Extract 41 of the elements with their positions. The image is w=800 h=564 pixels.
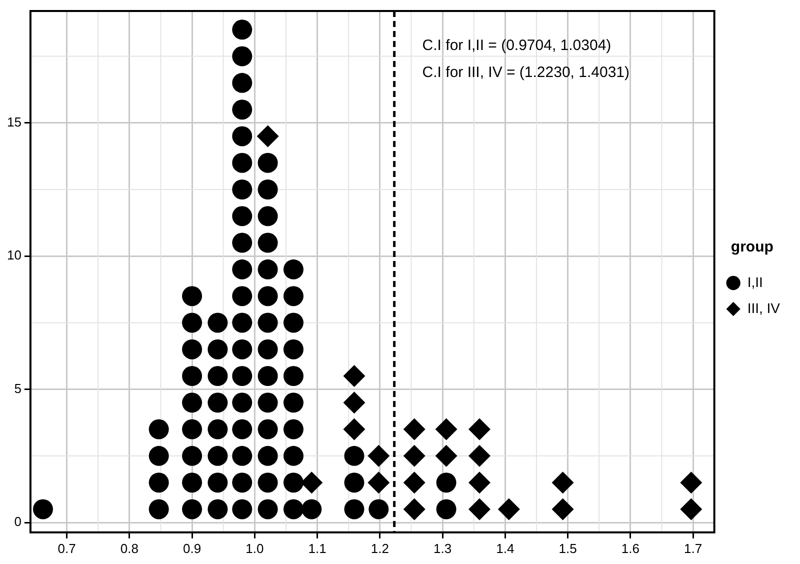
legend-label: III, IV (747, 300, 781, 316)
annotation: C.I for I,II = (0.9704, 1.0304) (422, 37, 612, 54)
x-tick-label: 1.7 (684, 540, 702, 556)
point (256, 125, 279, 148)
point (680, 472, 702, 494)
point (343, 418, 366, 440)
x-tick-label: 1.1 (308, 540, 326, 556)
point (468, 498, 490, 520)
point (468, 418, 490, 440)
annotation: C.I for III, IV = (1.2230, 1.4031) (422, 64, 630, 82)
point (403, 444, 426, 467)
y-tick-label: 5 (14, 380, 22, 396)
point (403, 418, 426, 440)
x-tick-label: 1.3 (433, 540, 452, 556)
x-tick-label: 1.4 (496, 540, 514, 556)
x-tick-label: 0.9 (182, 540, 202, 556)
point (435, 444, 458, 467)
x-tick-label: 0.7 (58, 540, 76, 556)
point (368, 444, 390, 467)
x-tick-label: 1.0 (246, 540, 264, 556)
legend-label: I,II (747, 274, 763, 290)
point (680, 498, 702, 520)
point (343, 392, 366, 414)
x-tick-label: 1.6 (621, 540, 640, 556)
point (552, 498, 574, 520)
point (468, 472, 490, 494)
y-tick-label: 15 (6, 114, 22, 130)
y-tick-label: 10 (6, 248, 22, 263)
point (368, 472, 390, 494)
y-tick-label: 0 (14, 514, 22, 530)
point (552, 472, 574, 494)
point (498, 498, 520, 520)
point (435, 418, 458, 440)
legend-title: group (730, 238, 774, 256)
point (403, 498, 426, 520)
x-tick-label: 1.5 (558, 540, 577, 556)
x-tick-label: 0.8 (120, 540, 138, 556)
point (343, 365, 366, 388)
point (403, 472, 426, 494)
point (468, 444, 490, 467)
x-tick-label: 1.2 (370, 540, 389, 556)
